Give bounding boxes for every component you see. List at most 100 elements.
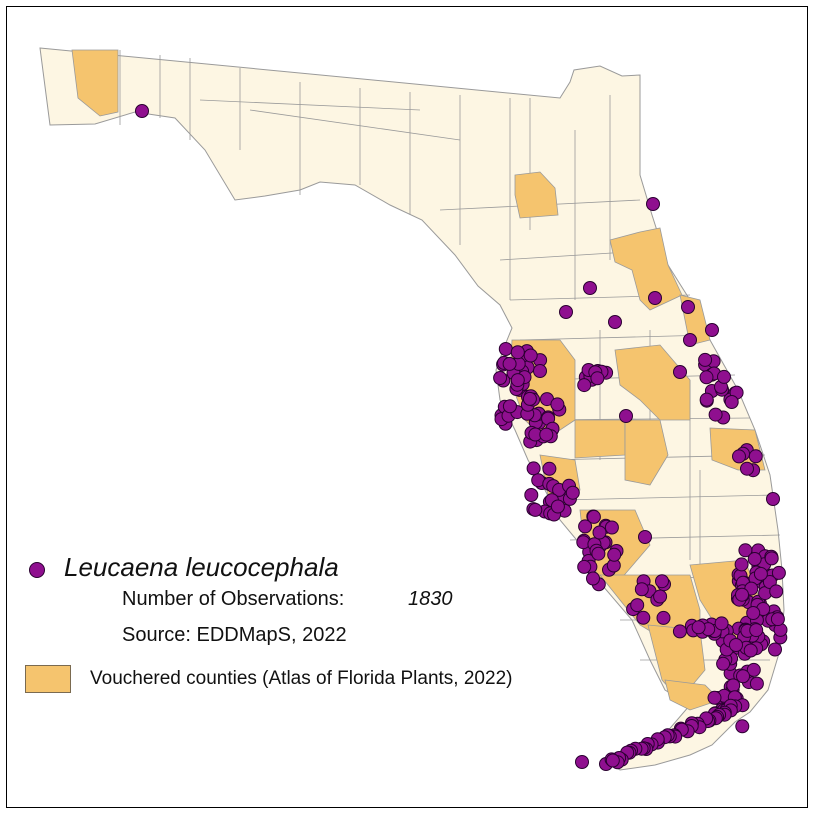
observation-point <box>748 449 763 464</box>
vouchered-county <box>614 344 691 421</box>
observation-point <box>743 643 758 658</box>
observation-point <box>673 365 687 379</box>
observation-point <box>591 546 606 561</box>
observation-point <box>698 352 713 367</box>
observation-point <box>493 371 508 385</box>
observation-point <box>740 461 754 476</box>
observation-point <box>523 348 538 363</box>
observation-point <box>636 610 651 625</box>
observation-point <box>735 719 750 734</box>
observation-point <box>575 755 589 769</box>
observation-point <box>550 397 565 412</box>
observation-point <box>764 551 779 566</box>
observation-point <box>749 676 764 691</box>
observation-point <box>583 281 597 295</box>
observation-point <box>522 391 537 406</box>
observation-point <box>653 589 668 604</box>
observation-point <box>708 407 723 422</box>
observation-point <box>746 662 761 677</box>
observation-point <box>526 461 541 476</box>
observation-point <box>699 370 714 385</box>
observation-point <box>646 197 660 211</box>
observation-point <box>766 492 780 506</box>
observation-point <box>753 566 768 581</box>
observation-point <box>498 342 513 356</box>
observation-point <box>524 488 539 502</box>
observation-point <box>699 392 714 407</box>
vouchered-county <box>514 171 559 219</box>
observation-point <box>630 598 645 613</box>
vouchered-county <box>624 419 669 486</box>
observation-point <box>590 371 605 386</box>
observation-point <box>691 620 706 635</box>
legend-point-symbol <box>29 562 45 578</box>
observation-point <box>638 530 652 544</box>
observation-point <box>749 623 764 638</box>
observation-point <box>135 104 149 118</box>
observation-point <box>550 499 565 514</box>
observation-point <box>714 616 729 631</box>
observation-point <box>735 587 749 602</box>
observation-point <box>656 610 671 625</box>
county-boundary-line <box>559 494 776 501</box>
observation-point <box>533 364 547 378</box>
observation-point <box>655 574 669 589</box>
observation-point <box>559 305 573 319</box>
observation-point <box>717 369 731 384</box>
observation-point <box>769 584 784 599</box>
observation-point <box>608 315 622 329</box>
vouchered-county <box>609 227 683 311</box>
observation-point <box>747 552 762 566</box>
observation-point <box>607 547 622 562</box>
observation-point <box>732 449 746 464</box>
observation-point <box>577 559 592 574</box>
observation-points <box>135 104 788 771</box>
observation-point <box>746 606 761 620</box>
observation-point <box>724 395 739 409</box>
county-boundary-line <box>199 99 421 111</box>
observation-point <box>705 323 719 337</box>
observation-point <box>619 409 633 423</box>
observation-point <box>634 582 649 597</box>
observation-point <box>510 373 525 388</box>
observation-point <box>528 502 543 517</box>
observation-point <box>736 669 750 684</box>
observation-point <box>539 427 554 442</box>
legend-observations-value: 1830 <box>408 588 453 610</box>
observation-point <box>707 690 722 705</box>
observation-point <box>502 399 517 414</box>
vouchered-county <box>574 419 626 459</box>
county-boundary-line <box>249 109 461 141</box>
observation-point <box>768 642 782 657</box>
observation-point <box>510 345 525 360</box>
observation-point <box>592 525 607 540</box>
observation-point <box>716 656 731 671</box>
observation-point <box>672 624 687 639</box>
observation-point <box>734 557 749 572</box>
observation-point <box>726 678 741 693</box>
observation-point <box>604 520 619 535</box>
observation-point <box>648 291 662 305</box>
county-boundary-line <box>519 334 711 341</box>
vouchered-county <box>71 49 119 117</box>
observation-point <box>542 461 557 476</box>
legend-observations-label: Number of Observations: <box>122 588 345 610</box>
observation-point <box>681 300 695 314</box>
observation-point <box>771 565 786 580</box>
vouchered-county <box>664 679 721 711</box>
legend-vouchered-label: Vouchered counties (Atlas of Florida Pla… <box>90 668 513 689</box>
observation-point <box>502 356 517 371</box>
observation-point <box>565 485 580 500</box>
legend-source: Source: EDDMapS, 2022 <box>122 624 347 646</box>
observation-point <box>577 378 592 393</box>
observation-point <box>729 638 743 652</box>
legend-species-name: Leucaena leucocephala <box>64 552 339 582</box>
observation-point <box>738 543 753 558</box>
observation-point <box>578 519 593 534</box>
observation-point <box>586 571 600 586</box>
observation-point <box>683 333 697 347</box>
observation-point <box>770 612 785 627</box>
observation-point <box>586 509 601 524</box>
legend-vouchered-swatch <box>25 665 71 693</box>
